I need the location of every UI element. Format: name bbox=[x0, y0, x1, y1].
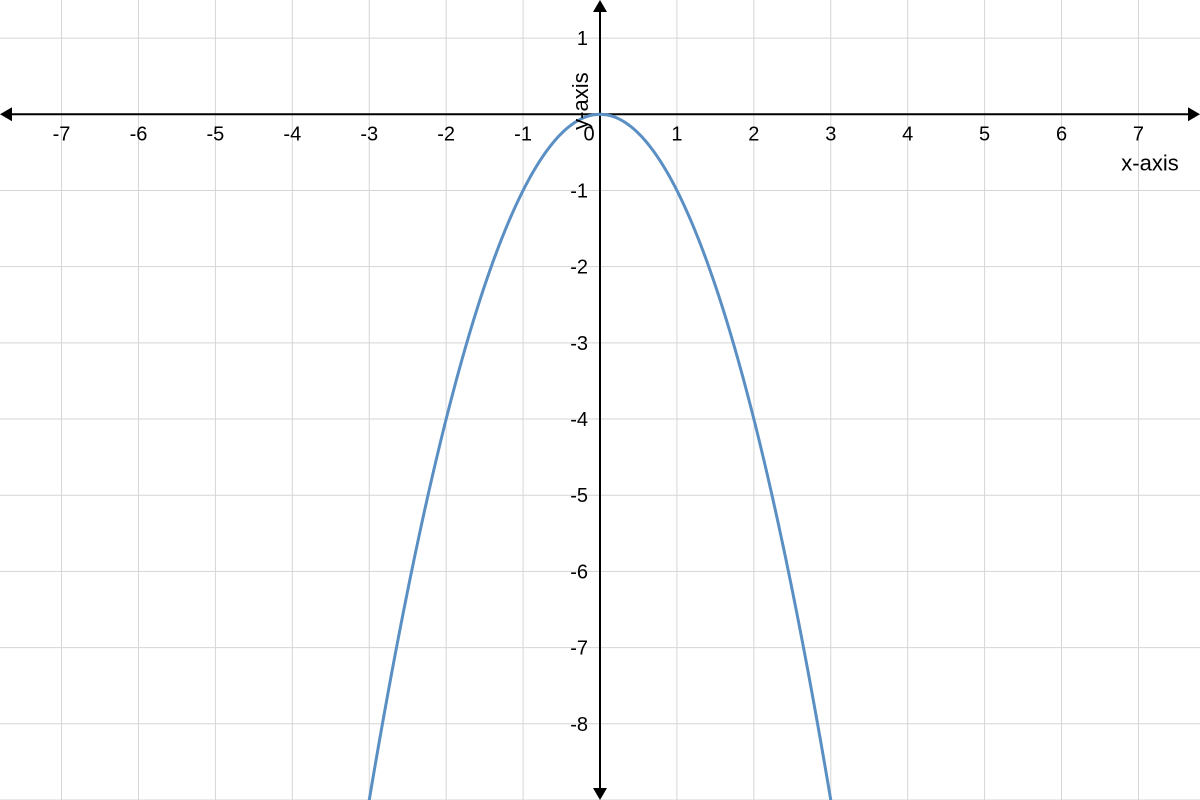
y-tick-label: -2 bbox=[570, 257, 588, 279]
x-tick-label: 1 bbox=[671, 123, 682, 145]
x-tick-label: 4 bbox=[902, 123, 913, 145]
x-tick-label: -3 bbox=[360, 123, 378, 145]
y-tick-label: -3 bbox=[570, 333, 588, 355]
x-tick-label: 3 bbox=[825, 123, 836, 145]
y-tick-label: -4 bbox=[570, 409, 588, 431]
x-tick-label: -6 bbox=[130, 123, 148, 145]
x-tick-label: -5 bbox=[206, 123, 224, 145]
y-axis-label: y-axis bbox=[568, 72, 593, 129]
y-tick-label: -1 bbox=[570, 180, 588, 202]
y-tick-label: -5 bbox=[570, 485, 588, 507]
x-tick-label: 2 bbox=[748, 123, 759, 145]
x-tick-label: -1 bbox=[514, 123, 532, 145]
x-tick-label: -2 bbox=[437, 123, 455, 145]
parabola-chart: -7-6-5-4-3-2-112345670-8-7-6-5-4-3-2-11y… bbox=[0, 0, 1200, 800]
x-tick-label: -7 bbox=[53, 123, 71, 145]
x-tick-label: -4 bbox=[283, 123, 301, 145]
x-axis-label: x-axis bbox=[1121, 150, 1178, 175]
y-tick-label: 1 bbox=[577, 28, 588, 50]
x-tick-label: 7 bbox=[1133, 123, 1144, 145]
y-tick-label: -7 bbox=[570, 638, 588, 660]
y-tick-label: -6 bbox=[570, 561, 588, 583]
y-tick-label: -8 bbox=[570, 714, 588, 736]
x-tick-label: 6 bbox=[1056, 123, 1067, 145]
x-tick-label: 5 bbox=[979, 123, 990, 145]
